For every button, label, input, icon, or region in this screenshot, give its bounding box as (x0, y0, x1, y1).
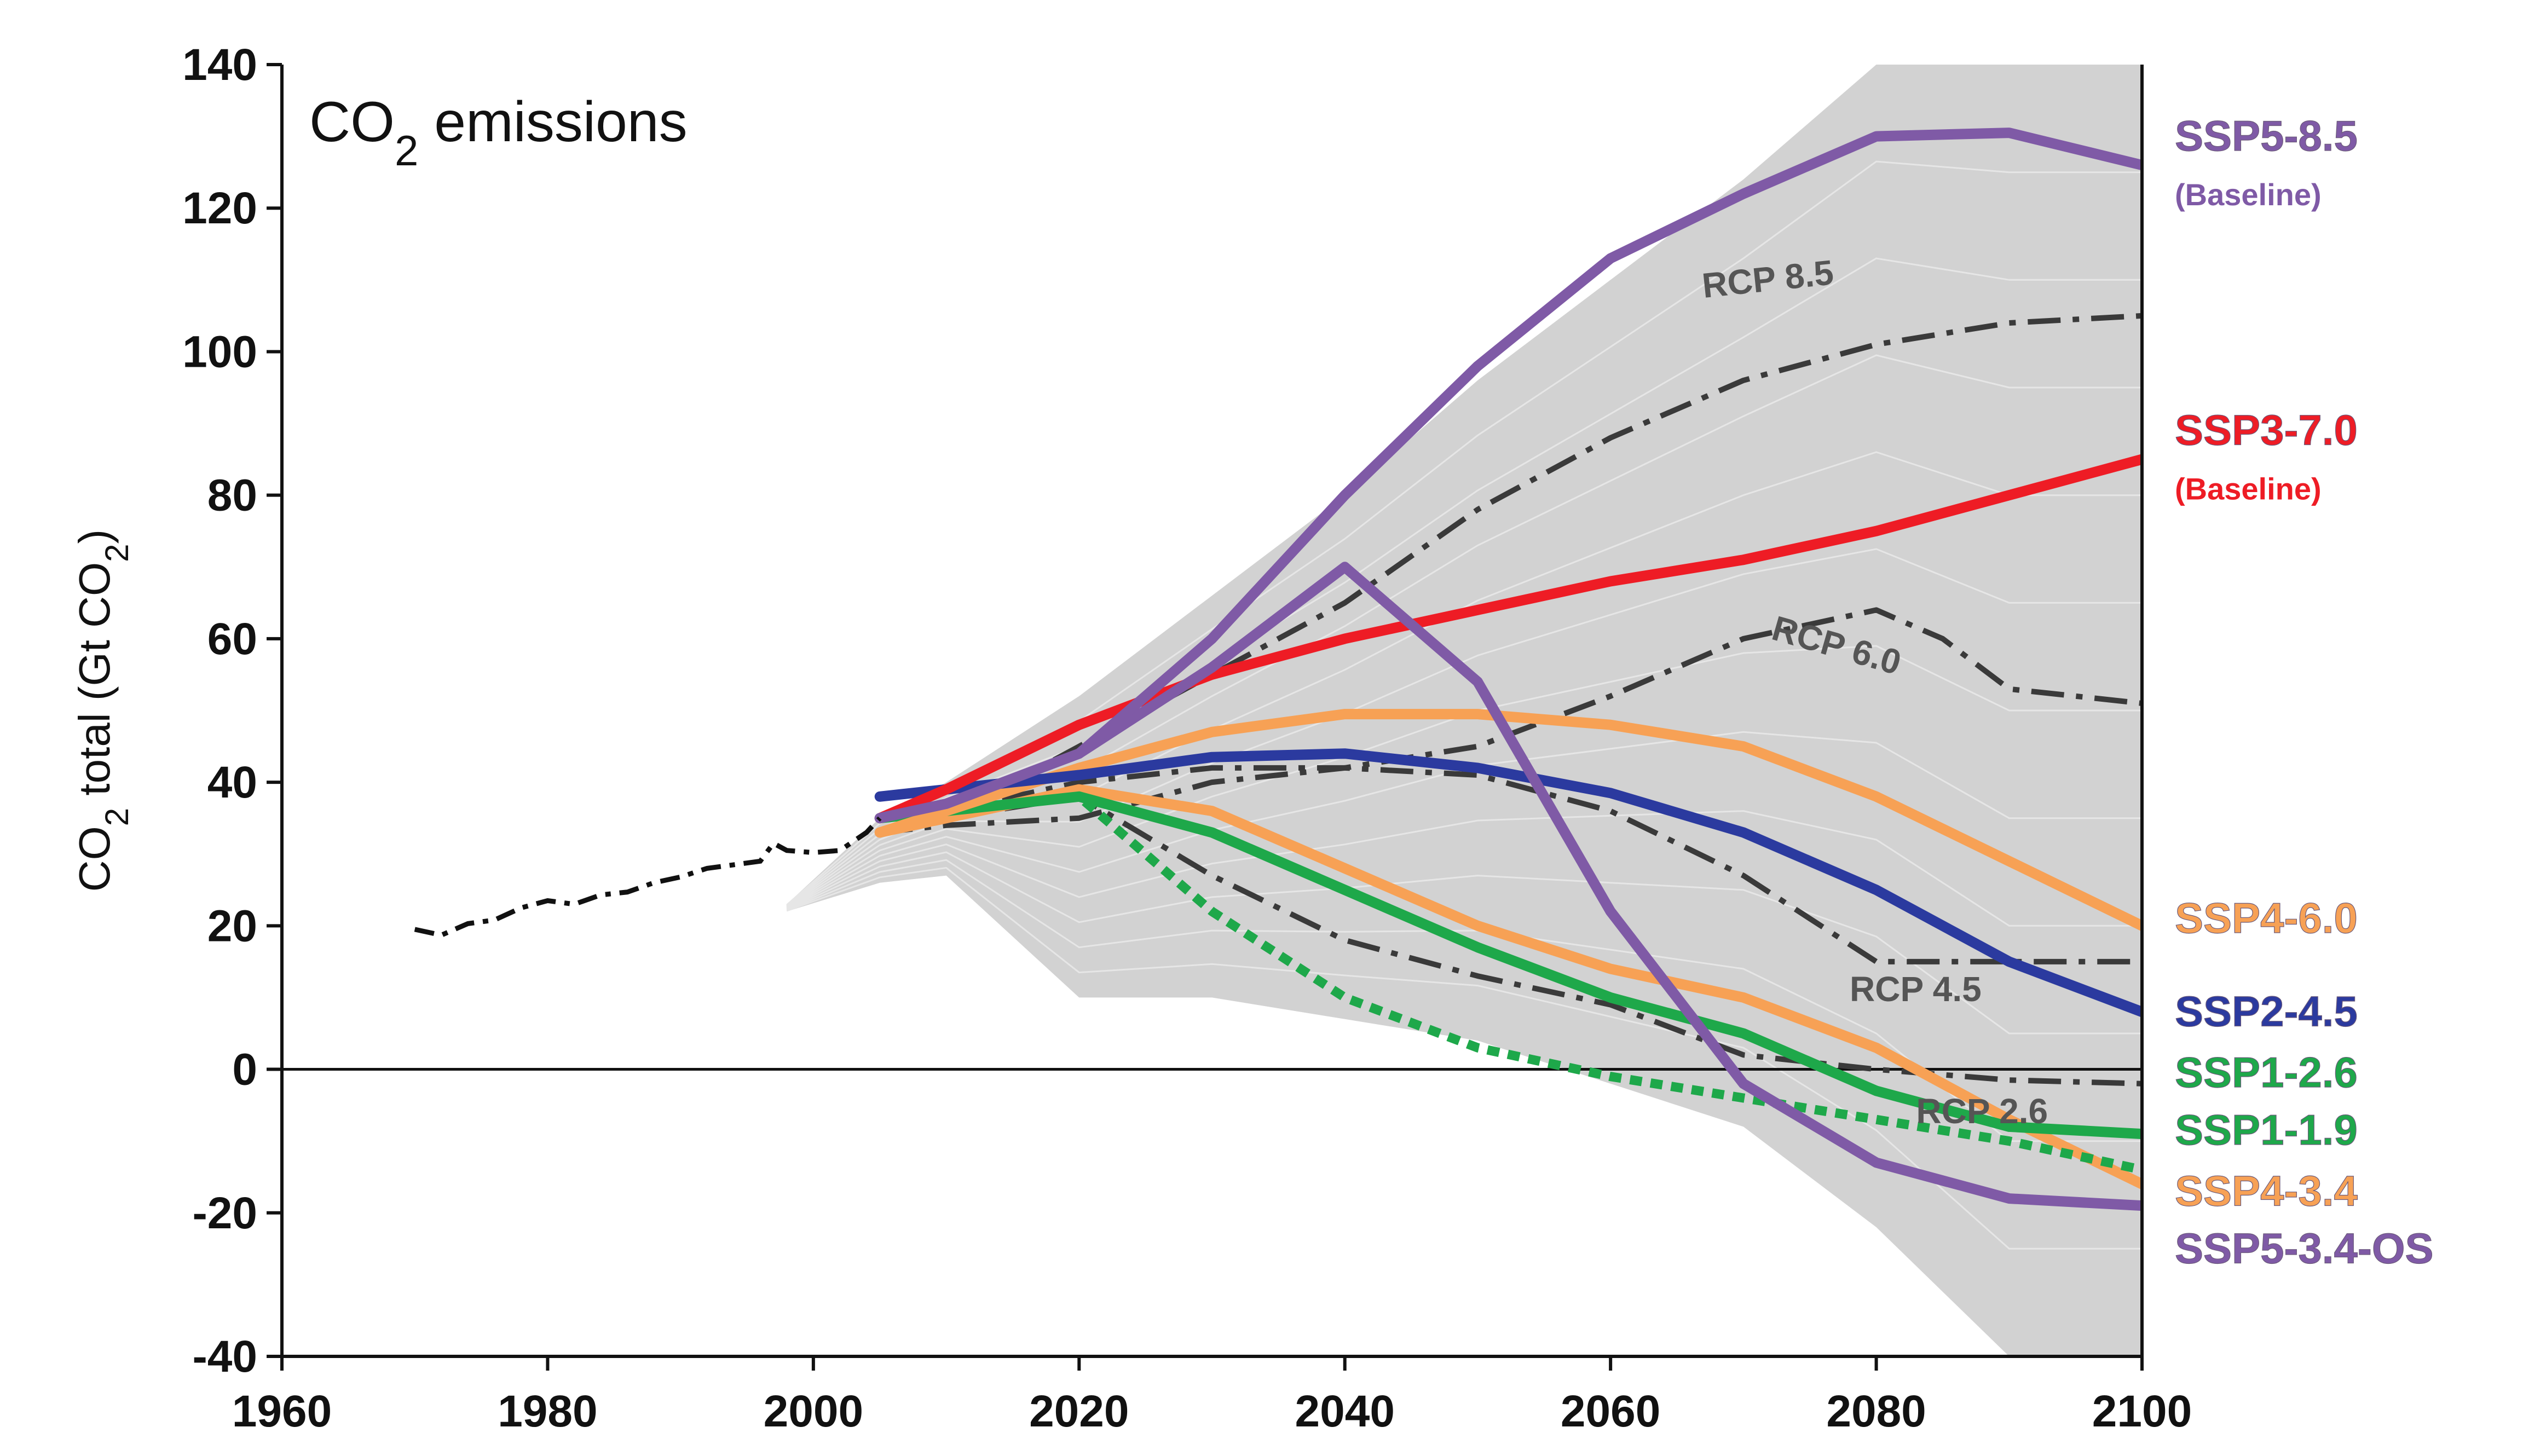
y-tick-label: 80 (207, 471, 257, 521)
series-sublabel: (Baseline) (2175, 472, 2322, 506)
series-line-ssp2-4-5 (874, 748, 2142, 1018)
scenario-texture-line (786, 866, 2142, 1250)
x-tick-label: 2020 (1029, 1386, 1129, 1436)
y-tick-label: 100 (182, 327, 257, 377)
x-tick-label: 2000 (764, 1386, 863, 1436)
scenario-texture-line (786, 645, 2142, 909)
scenario-texture-line (786, 851, 2142, 1035)
historical-emissions (414, 816, 882, 938)
series-line-ssp1-1-9 (879, 791, 2142, 1175)
scenario-texture-line (786, 810, 2142, 927)
series-line-ssp5-8-5 (874, 128, 2142, 824)
y-tick-label: -20 (192, 1188, 257, 1238)
series-label-ssp1-1-9: SSP1-1.9 (2175, 1106, 2358, 1154)
series-label-ssp5-8-5: SSP5-8.5 (2175, 112, 2358, 160)
series-label-ssp2-4-5: SSP2-4.5 (2175, 987, 2358, 1036)
x-tick-label: 2060 (1561, 1386, 1660, 1436)
axes (267, 63, 2144, 1371)
x-tick-label: 1960 (232, 1386, 332, 1436)
y-tick-label: 20 (207, 901, 257, 951)
x-tick-label: 2080 (1826, 1386, 1926, 1436)
series-label-ssp1-2-6: SSP1-2.6 (2175, 1048, 2358, 1096)
series-line-ssp3-7-0 (874, 454, 2142, 824)
rcp-line-rcp-8-5 (879, 313, 2142, 835)
series-label-ssp4-3-4: SSP4-3.4 (2175, 1166, 2358, 1215)
chart-title: CO2 emissions (309, 90, 688, 175)
x-tick-label: 2040 (1295, 1386, 1395, 1436)
rcp-label-rcp-2-6: RCP 2.6 (1916, 1091, 2048, 1131)
y-axis-label: CO2 total (Gt CO2) (70, 529, 135, 892)
series-labels: SSP5-8.5 (Baseline) SSP3-7.0 (Baseline) SSP4… (1700, 112, 2434, 1273)
series-label-ssp3-7-0: SSP3-7.0 (2175, 406, 2358, 454)
series-label-ssp4-6-0: SSP4-6.0 (2175, 894, 2358, 942)
y-tick-label: 60 (207, 614, 257, 664)
rcp-label-rcp-4-5: RCP 4.5 (1850, 969, 1982, 1009)
y-tick-label: -40 (192, 1332, 257, 1382)
y-tick-label: 40 (207, 758, 257, 807)
x-tick-label: 1980 (498, 1386, 597, 1436)
y-tick-label: 120 (182, 183, 257, 233)
y-tick-label: 0 (232, 1045, 257, 1095)
y-tick-label: 140 (182, 40, 257, 90)
scenario-texture-line (786, 859, 2142, 1142)
scenario-texture-line (786, 731, 2142, 909)
series-sublabel: (Baseline) (2175, 177, 2322, 212)
x-tick-label: 2100 (2092, 1386, 2192, 1436)
rcp-line-rcp-4-5 (879, 765, 2142, 964)
ssp-lines (874, 128, 2142, 1211)
rcp-line-rcp-6-0 (879, 607, 2142, 835)
historical-line (414, 816, 882, 938)
series-label-ssp5-3-4-os: SSP5-3.4-OS (2175, 1224, 2434, 1272)
